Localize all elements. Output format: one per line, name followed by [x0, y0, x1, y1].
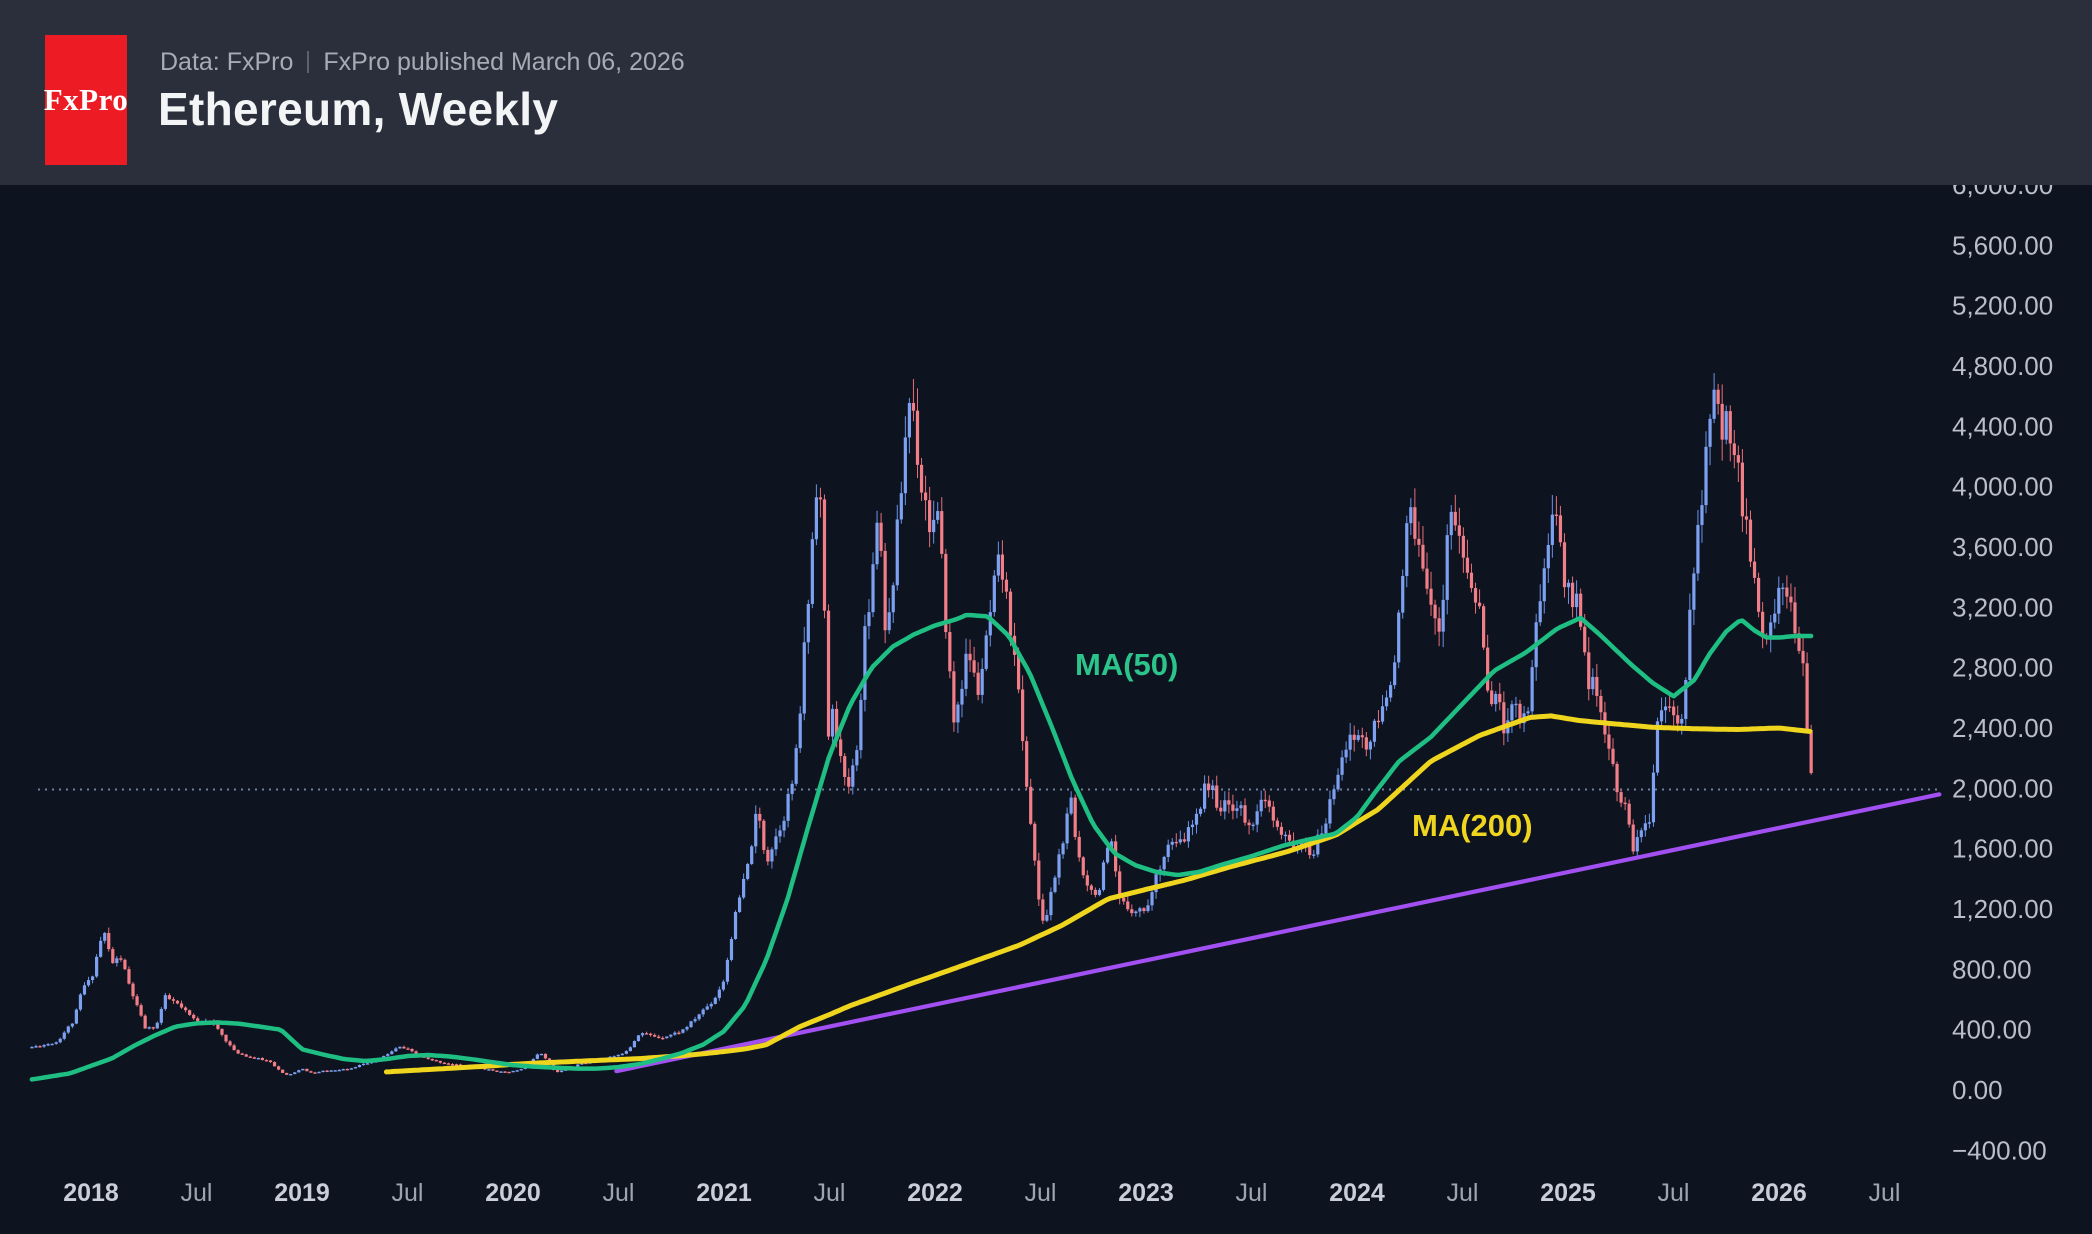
x-axis-tick: Jul — [1025, 1179, 1057, 1207]
chart-header: FxPro Data: FxPro FxPro published March … — [0, 0, 2092, 185]
x-axis-tick: 2025 — [1540, 1179, 1596, 1207]
y-axis-tick: 2,400.00 — [1952, 713, 2053, 743]
ma50-line[interactable] — [29, 612, 1814, 1082]
y-axis-tick: 1,600.00 — [1952, 834, 2053, 864]
x-axis-tick: Jul — [1658, 1179, 1690, 1207]
y-axis-tick: 4,400.00 — [1952, 411, 2053, 441]
y-axis-tick: 3,200.00 — [1952, 592, 2053, 622]
ma50-label: MA(50) — [1075, 647, 1178, 682]
ma200-line[interactable] — [383, 713, 1813, 1075]
fxpro-logo: FxPro — [43, 35, 129, 165]
chart-subtitle: Data: FxPro FxPro published March 06, 20… — [160, 47, 685, 77]
x-axis-tick: 2024 — [1329, 1179, 1385, 1207]
x-axis-tick: Jul — [1236, 1179, 1268, 1207]
x-axis-tick: 2022 — [907, 1179, 963, 1207]
fxpro-logo-text: FxPro — [43, 82, 129, 117]
x-axis-tick: Jul — [1447, 1179, 1479, 1207]
x-axis-tick: Jul — [814, 1179, 846, 1207]
ma200-label: MA(200) — [1412, 808, 1533, 843]
y-axis-tick: 0.00 — [1952, 1075, 2003, 1105]
y-axis-tick: 5,600.00 — [1952, 230, 2053, 260]
x-axis-tick: Jul — [603, 1179, 635, 1207]
y-axis-tick: 800.00 — [1952, 954, 2032, 984]
y-axis-tick: −400.00 — [1952, 1135, 2047, 1165]
x-axis-time-labels: 2018 Jul 2019 Jul 2020 Jul 2021 Jul 2022 Jul 2023 J… — [63, 1179, 1900, 1207]
x-axis-tick: 2023 — [1118, 1179, 1174, 1207]
y-axis-tick: 5,200.00 — [1952, 291, 2053, 321]
y-axis-tick: 2,800.00 — [1952, 653, 2053, 683]
x-axis-tick: 2026 — [1751, 1179, 1807, 1207]
y-axis-tick: 4,000.00 — [1952, 472, 2053, 502]
y-axis-tick: 1,200.00 — [1952, 894, 2053, 924]
x-axis-tick: Jul — [392, 1179, 424, 1207]
x-axis-tick: 2018 — [63, 1179, 119, 1207]
y-axis-price-labels: 6,000.005,600.005,200.004,800.004,400.00… — [1952, 170, 2053, 1165]
x-axis-tick: 2019 — [274, 1179, 330, 1207]
x-axis-tick: Jul — [1869, 1179, 1901, 1207]
subtitle-separator — [307, 51, 310, 73]
data-source-text: Data: FxPro — [160, 47, 294, 76]
y-axis-tick: 400.00 — [1952, 1015, 2032, 1045]
published-text: FxPro published March 06, 2026 — [323, 47, 685, 76]
x-axis-tick: 2020 — [485, 1179, 541, 1207]
x-axis-tick: 2021 — [696, 1179, 752, 1207]
candlestick-series — [30, 373, 1813, 1076]
y-axis-tick: 2,000.00 — [1952, 773, 2053, 803]
y-axis-tick: 3,600.00 — [1952, 532, 2053, 562]
support-trendline[interactable] — [614, 792, 1942, 1074]
x-axis-tick: Jul — [181, 1179, 213, 1207]
y-axis-tick: 4,800.00 — [1952, 351, 2053, 381]
chart-title: Ethereum, Weekly — [158, 83, 559, 135]
